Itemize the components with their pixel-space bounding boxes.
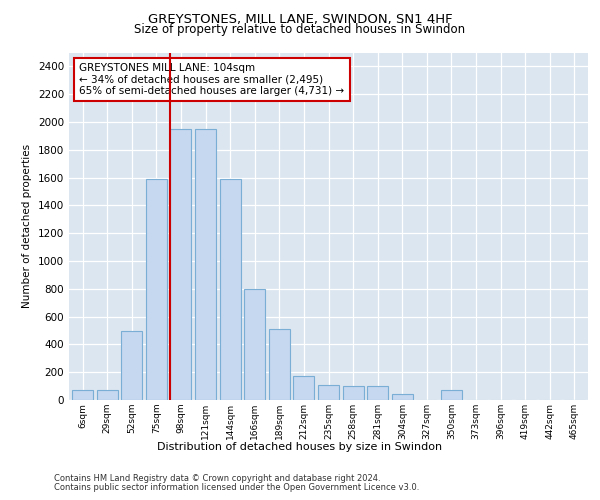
Bar xyxy=(170,129,191,400)
Text: Size of property relative to detached houses in Swindon: Size of property relative to detached ho… xyxy=(134,22,466,36)
Bar xyxy=(146,179,167,400)
Text: GREYSTONES MILL LANE: 104sqm
← 34% of detached houses are smaller (2,495)
65% of: GREYSTONES MILL LANE: 104sqm ← 34% of de… xyxy=(79,63,344,96)
Bar xyxy=(392,394,413,400)
Bar xyxy=(367,386,388,400)
Bar xyxy=(318,386,339,400)
Bar xyxy=(244,289,265,400)
Bar xyxy=(121,330,142,400)
Bar xyxy=(293,376,314,400)
Text: Contains public sector information licensed under the Open Government Licence v3: Contains public sector information licen… xyxy=(54,484,419,492)
Bar xyxy=(72,390,93,400)
Y-axis label: Number of detached properties: Number of detached properties xyxy=(22,144,32,308)
Text: Distribution of detached houses by size in Swindon: Distribution of detached houses by size … xyxy=(157,442,443,452)
Text: Contains HM Land Registry data © Crown copyright and database right 2024.: Contains HM Land Registry data © Crown c… xyxy=(54,474,380,483)
Bar xyxy=(441,390,462,400)
Bar xyxy=(220,179,241,400)
Bar xyxy=(97,390,118,400)
Bar xyxy=(195,129,216,400)
Bar xyxy=(269,329,290,400)
Bar xyxy=(343,386,364,400)
Text: GREYSTONES, MILL LANE, SWINDON, SN1 4HF: GREYSTONES, MILL LANE, SWINDON, SN1 4HF xyxy=(148,12,452,26)
